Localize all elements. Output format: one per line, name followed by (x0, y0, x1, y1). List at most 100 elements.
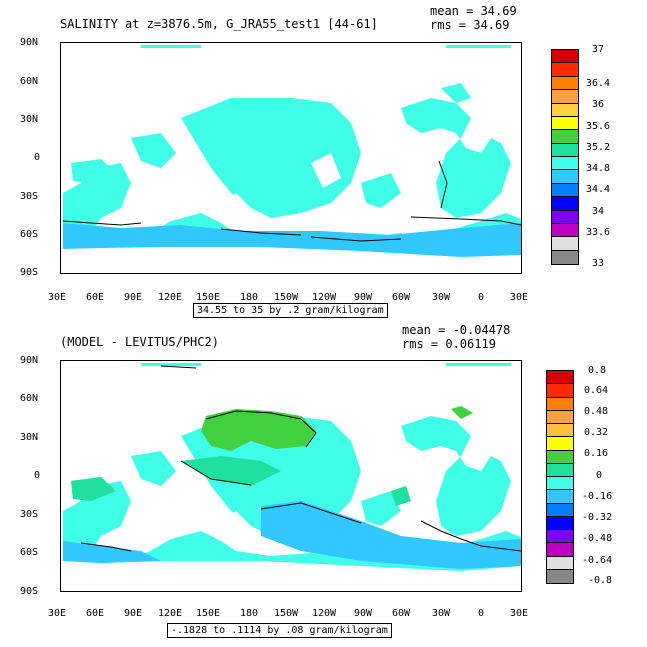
colorbar-swatch (552, 170, 578, 184)
colorbar-label: 0.48 (584, 406, 609, 417)
colorbar-swatch (552, 50, 578, 64)
colorbar-label: -0.32 (582, 512, 613, 523)
colorbar-swatch (552, 157, 578, 171)
colorbar-swatch (547, 477, 573, 491)
colorbar-swatch (552, 76, 578, 91)
colorbar-swatch (547, 450, 573, 464)
lat-label: 30N (20, 432, 39, 443)
colorbar-swatch (552, 103, 578, 117)
colorbar-label: 33.6 (586, 227, 611, 238)
lon-label: 180 (240, 608, 259, 619)
colorbar-swatch (552, 90, 578, 104)
colorbar-swatch (547, 424, 573, 438)
panel2-ocean-field (63, 363, 521, 571)
lon-label: 60E (86, 292, 105, 303)
lon-label: 30E (48, 292, 67, 303)
lon-label: 150W (274, 292, 299, 303)
panel2-title: (MODEL - LEVITUS/PHC2) (60, 335, 219, 349)
colorbar-swatch (547, 371, 573, 385)
colorbar-swatch (547, 516, 573, 530)
colorbar-swatch (552, 183, 578, 198)
lat-label: 90S (20, 267, 39, 278)
lat-label: 60S (20, 229, 39, 240)
colorbar-label: 34 (592, 206, 605, 217)
lat-label: 60N (20, 76, 39, 87)
lon-label: 30E (510, 608, 529, 619)
colorbar-label: 37 (592, 44, 605, 55)
panel1-map (60, 42, 522, 274)
lon-label: 150E (196, 608, 221, 619)
lat-label: 0 (34, 152, 41, 163)
lat-label: 0 (34, 470, 41, 481)
colorbar-label: 35.2 (586, 142, 611, 153)
lat-label: 30S (20, 509, 39, 520)
colorbar-swatch (547, 384, 573, 398)
lon-label: 60W (392, 608, 411, 619)
colorbar-label: -0.16 (582, 491, 613, 502)
lon-label: 180 (240, 292, 259, 303)
lat-label: 30N (20, 114, 39, 125)
colorbar-swatch (552, 250, 578, 264)
lon-label: 90W (354, 292, 373, 303)
colorbar-swatch (547, 490, 573, 504)
lon-label: 30W (432, 608, 451, 619)
lat-label: 90N (20, 355, 39, 366)
lon-label: 150E (196, 292, 221, 303)
panel2-colorbar (546, 370, 574, 584)
panel2-contour-info: -.1828 to .1114 by .08 gram/kilogram (167, 623, 392, 638)
panel1-ocean-field (62, 45, 521, 257)
lon-label: 30W (432, 292, 451, 303)
lat-label: 60N (20, 393, 39, 404)
colorbar-label: 0 (596, 470, 603, 481)
panel2-rms: rms = 0.06119 (402, 337, 496, 351)
colorbar-swatch (552, 237, 578, 251)
panel1-colorbar (551, 49, 579, 265)
colorbar-swatch (552, 63, 578, 77)
lon-label: 0 (478, 292, 485, 303)
colorbar-swatch (552, 197, 578, 211)
lon-label: 120E (158, 292, 183, 303)
colorbar-label: 0.64 (584, 385, 609, 396)
lat-label: 90N (20, 37, 39, 48)
lon-label: 60W (392, 292, 411, 303)
colorbar-label: 34.4 (586, 184, 611, 195)
colorbar-label: 36.4 (586, 78, 611, 89)
colorbar-label: -0.48 (582, 533, 613, 544)
panel1-contour-info: 34.55 to 35 by .2 gram/kilogram (193, 303, 388, 318)
colorbar-label: 33 (592, 258, 605, 269)
lon-label: 30E (510, 292, 529, 303)
lat-label: 30S (20, 191, 39, 202)
panel1-mean: mean = 34.69 (430, 4, 517, 18)
colorbar-swatch (547, 410, 573, 424)
colorbar-label: 34.8 (586, 163, 611, 174)
colorbar-swatch (552, 116, 578, 131)
colorbar-label: 0.32 (584, 427, 609, 438)
panel2-mean: mean = -0.04478 (402, 323, 511, 337)
lon-label: 120E (158, 608, 183, 619)
lon-label: 120W (312, 608, 337, 619)
colorbar-label: 35.6 (586, 121, 611, 132)
panel2-map (60, 360, 522, 592)
colorbar-swatch (547, 556, 573, 570)
colorbar-label: 0.8 (588, 365, 607, 376)
lon-label: 90E (124, 608, 143, 619)
lat-label: 90S (20, 586, 39, 597)
lon-label: 30E (48, 608, 67, 619)
lon-label: 0 (478, 608, 485, 619)
colorbar-swatch (547, 569, 573, 583)
colorbar-swatch (547, 437, 573, 451)
lon-label: 90E (124, 292, 143, 303)
colorbar-swatch (547, 397, 573, 411)
lon-label: 150W (274, 608, 299, 619)
lon-label: 120W (312, 292, 337, 303)
colorbar-label: 36 (592, 99, 605, 110)
colorbar-swatch (547, 543, 573, 557)
colorbar-label: -0.8 (588, 575, 613, 586)
panel1-rms: rms = 34.69 (430, 18, 510, 32)
colorbar-swatch (547, 463, 573, 477)
colorbar-swatch (552, 223, 578, 238)
colorbar-swatch (552, 143, 578, 157)
colorbar-swatch (547, 503, 573, 517)
lat-label: 60S (20, 547, 39, 558)
colorbar-swatch (552, 130, 578, 144)
